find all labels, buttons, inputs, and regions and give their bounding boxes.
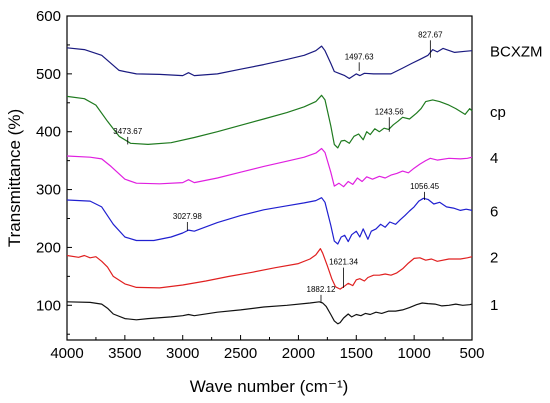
series-label: cp (490, 104, 506, 121)
x-tick-label: 3000 (166, 345, 199, 362)
x-tick-label: 2000 (282, 345, 315, 362)
peak-label: 3473.67 (113, 127, 142, 136)
series-label: 2 (490, 250, 498, 267)
x-tick-label: 4000 (50, 345, 83, 362)
x-tick-label: 1000 (397, 345, 430, 362)
x-tick-label: 500 (459, 345, 484, 362)
x-tick-label: 2500 (224, 345, 257, 362)
series-lines (66, 45, 473, 325)
y-tick-label: 600 (36, 8, 61, 25)
x-tick-label: 1500 (340, 345, 373, 362)
x-tick-label: 3500 (108, 345, 141, 362)
series-line-1 (66, 301, 473, 325)
plot-frame (66, 15, 473, 341)
y-axis: 100 200 300 400 500 600 (36, 8, 72, 335)
y-tick-label: 100 (36, 297, 61, 314)
series-line-6 (66, 197, 473, 245)
y-tick-label: 300 (36, 182, 61, 199)
peak-label: 1497.63 (345, 52, 374, 61)
peak-label: 1882.12 (307, 285, 336, 294)
y-tick-label: 200 (36, 239, 61, 256)
peak-label: 827.67 (418, 30, 443, 39)
peak-label: 1621.34 (329, 258, 358, 267)
peak-label: 1243.56 (375, 107, 404, 116)
series-line-bcxzm (66, 45, 473, 80)
y-tick-label: 400 (36, 124, 61, 141)
series-label: BCXZM (490, 44, 543, 61)
series-label: 6 (490, 203, 498, 220)
series-label: 1 (490, 297, 498, 314)
peak-label: 1056.45 (410, 182, 439, 191)
x-axis: 4000 3500 3000 2500 2000 1500 1000 500 (50, 335, 485, 362)
series-line-cp (66, 94, 473, 149)
y-axis-title: Transmittance (%) (5, 109, 24, 247)
peak-annotations: 827.67 1497.63 3473.67 1243.56 1056.45 3027.9… (113, 30, 443, 303)
x-axis-title: Wave number (cm⁻¹) (190, 377, 349, 396)
series-line-4 (66, 147, 473, 188)
peak-label: 3027.98 (173, 212, 202, 221)
series-line-2 (66, 248, 473, 290)
y-tick-label: 500 (36, 66, 61, 83)
series-labels: BCXZM cp 4 6 2 1 (490, 44, 543, 314)
series-label: 4 (490, 150, 498, 167)
